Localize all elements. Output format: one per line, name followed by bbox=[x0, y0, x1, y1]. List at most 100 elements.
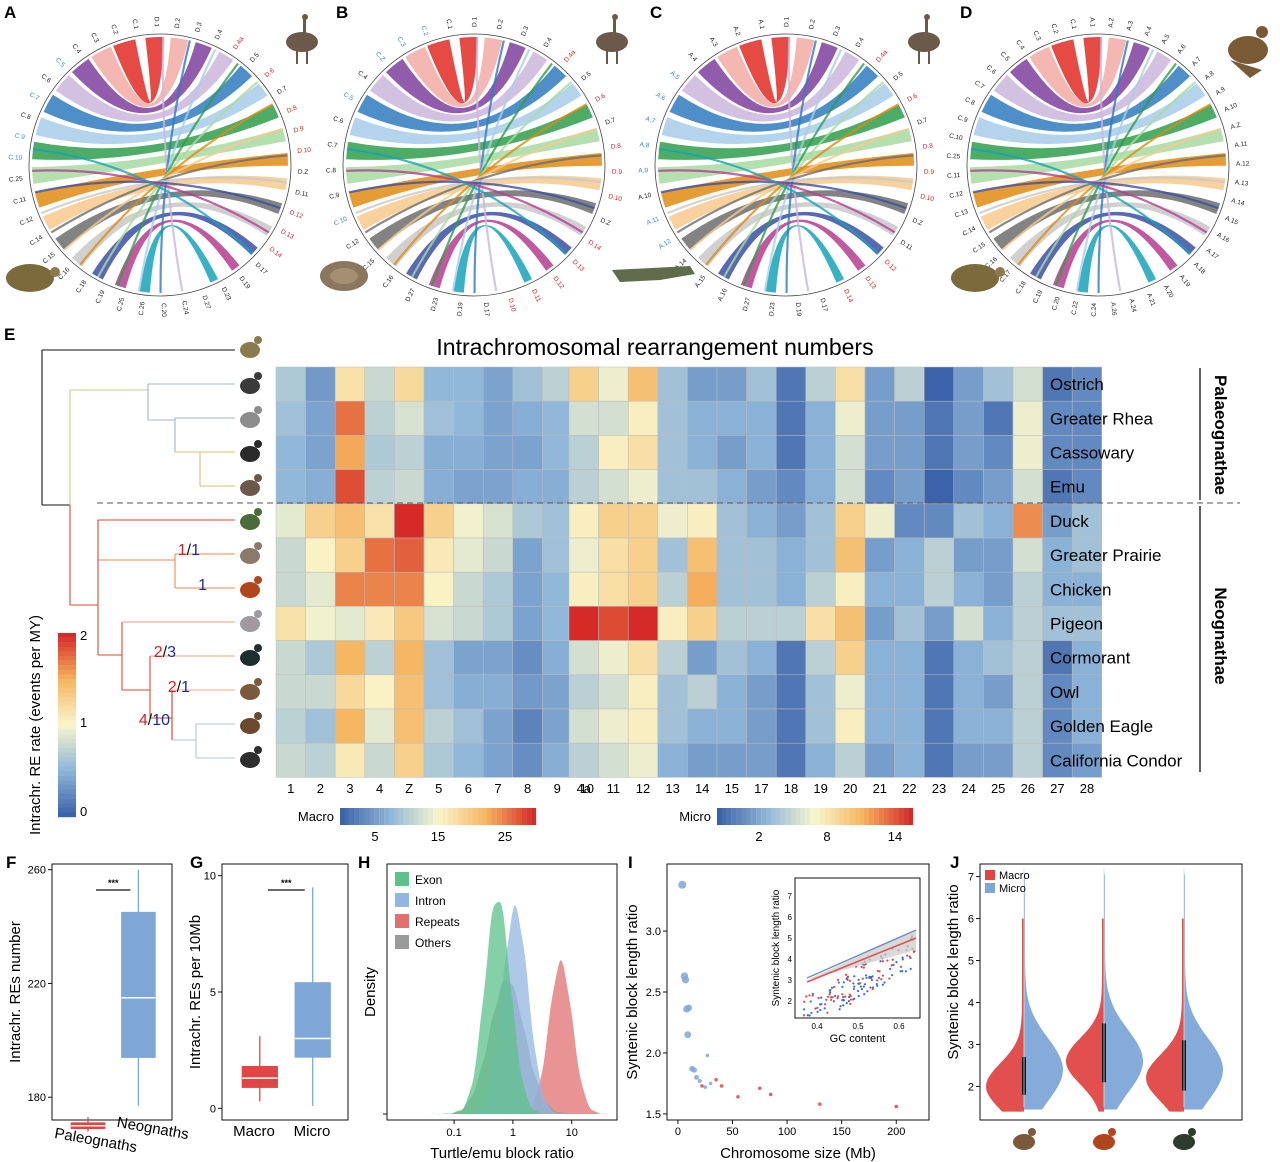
heatmap-cell-micro bbox=[923, 674, 955, 710]
heatmap-cell-micro bbox=[835, 742, 866, 778]
legend-swatch bbox=[721, 808, 727, 825]
heatmap-cell-macro bbox=[453, 708, 484, 744]
circos-ribbon bbox=[970, 128, 1224, 184]
inset-point bbox=[830, 986, 834, 989]
circos-chromosome-label: C.8 bbox=[20, 111, 32, 121]
y-tick-label: 5 bbox=[210, 987, 216, 999]
heatmap-cell-macro bbox=[275, 435, 306, 470]
circos-link bbox=[988, 154, 1226, 234]
bird-icon bbox=[240, 480, 260, 496]
heatmap-cell-macro bbox=[275, 537, 306, 573]
circos-link bbox=[970, 147, 1192, 255]
rate-legend-swatch bbox=[58, 761, 76, 767]
heatmap-col-label: 5 bbox=[435, 781, 442, 796]
inset-y-tick-label: 3 bbox=[788, 976, 793, 985]
heatmap-cell-macro bbox=[512, 537, 543, 573]
circos-link bbox=[742, 62, 865, 287]
heatmap-cell-macro bbox=[542, 674, 573, 710]
circos-chromosome-label: D.7 bbox=[604, 117, 616, 127]
circos-chromosome-label: A.13 bbox=[1234, 179, 1249, 188]
bird-icon bbox=[254, 474, 262, 482]
heatmap-cell-micro bbox=[953, 537, 984, 573]
rate-legend-swatch bbox=[58, 780, 76, 785]
legend-swatch bbox=[726, 808, 732, 825]
heatmap-cell-micro bbox=[775, 400, 807, 436]
circos-chromosome-label: C.3 bbox=[395, 36, 406, 49]
circos-link bbox=[689, 127, 910, 251]
heatmap-cell-micro bbox=[864, 435, 895, 470]
inset-point bbox=[841, 993, 844, 996]
circos-chromosome-label: C.18 bbox=[75, 279, 89, 295]
inset-point bbox=[901, 970, 904, 973]
legend-swatch bbox=[805, 808, 811, 825]
bird-icon bbox=[254, 712, 262, 720]
circos-link bbox=[658, 169, 896, 234]
heatmap-col-label: 17 bbox=[754, 781, 768, 796]
circos-link bbox=[660, 180, 907, 210]
circos-chromosome-label: C.2 bbox=[109, 24, 119, 36]
heatmap-cell-micro bbox=[687, 503, 718, 539]
scatter-point bbox=[694, 1074, 699, 1080]
violin-micro bbox=[1104, 874, 1143, 1110]
heatmap-cell-macro bbox=[423, 606, 454, 641]
inset-point bbox=[806, 1014, 809, 1017]
legend-swatch bbox=[834, 808, 840, 825]
heatmap-cell-micro bbox=[657, 503, 688, 539]
heatmap-cell-macro bbox=[275, 469, 306, 505]
rate-legend-swatch bbox=[58, 812, 76, 818]
heatmap-cell-micro bbox=[1071, 469, 1103, 505]
heatmap-cell-micro bbox=[1071, 640, 1103, 676]
inset-point bbox=[849, 1002, 852, 1005]
heatmap-cell-micro bbox=[864, 674, 895, 710]
density-area bbox=[405, 960, 607, 1115]
heatmap-cell-micro bbox=[568, 503, 599, 539]
heatmap-cell-macro bbox=[394, 571, 425, 607]
heatmap-cell-micro bbox=[1012, 469, 1043, 505]
bird-icon bbox=[240, 684, 260, 700]
circos-chromosome-label: C.6 bbox=[332, 115, 344, 125]
inset-point bbox=[817, 996, 820, 1000]
scatter-point bbox=[700, 1084, 704, 1088]
rate-legend-swatch bbox=[58, 784, 76, 790]
heatmap-row-label: Duck bbox=[1050, 512, 1089, 531]
inset-y-tick-label: 4 bbox=[788, 955, 793, 964]
inset-y-label: Syntenic block length ratio bbox=[771, 889, 782, 1006]
heatmap-cell-macro bbox=[394, 537, 425, 573]
heatmap-cell-micro bbox=[983, 606, 1014, 641]
legend-swatch bbox=[340, 808, 345, 825]
tree-rate-annotations: 1/1 1 2/3 2/1 4/10 bbox=[139, 542, 207, 729]
circos-chromosome-label: D.5 bbox=[580, 70, 593, 82]
heatmap-cell-macro bbox=[453, 571, 484, 607]
circos-link bbox=[411, 81, 573, 278]
heatmap-cell-micro bbox=[568, 400, 599, 436]
eagle-silhouette-icon bbox=[1228, 26, 1268, 78]
circos-chromosome-label: C.12 bbox=[345, 238, 361, 252]
x-tick-label: 0 bbox=[675, 1126, 681, 1138]
heatmap-col-label: 23 bbox=[932, 781, 946, 796]
legend-title: Micro bbox=[679, 809, 711, 824]
heatmap-cell-micro bbox=[627, 606, 659, 641]
inset-point bbox=[832, 1000, 835, 1003]
circos-chromosome-label: D.11 bbox=[295, 189, 310, 199]
rate-legend-swatch bbox=[58, 789, 76, 795]
heatmap-cell-micro bbox=[864, 708, 895, 744]
circos-chromosome-label: C.3 bbox=[1031, 30, 1042, 42]
circos-link bbox=[1001, 127, 1222, 251]
circos-chromosome-label: C.5 bbox=[54, 57, 66, 69]
inset-point bbox=[881, 974, 885, 977]
heatmap-cell-micro bbox=[983, 400, 1014, 436]
inset-y-tick-label: 7 bbox=[788, 892, 793, 901]
heatmap-cell-micro bbox=[657, 435, 688, 470]
legend-swatch bbox=[829, 808, 835, 825]
heatmap-cell-micro bbox=[627, 742, 659, 778]
circos-chromosome-label: D.11 bbox=[530, 288, 542, 303]
inset-point bbox=[891, 958, 894, 961]
circos-ribbon bbox=[660, 153, 914, 208]
heatmap-cell-micro bbox=[598, 674, 629, 710]
significance-label: *** bbox=[281, 878, 292, 888]
heatmap-cell-micro bbox=[716, 503, 747, 539]
heatmap-cell-micro bbox=[835, 366, 866, 402]
heatmap-cell-macro bbox=[423, 640, 454, 676]
legend-swatch bbox=[395, 872, 409, 886]
heatmap-cell-micro bbox=[894, 708, 925, 744]
